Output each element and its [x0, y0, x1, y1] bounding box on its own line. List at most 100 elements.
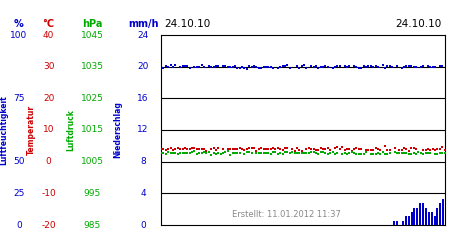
- Point: [355, 152, 362, 156]
- Point: [379, 63, 386, 67]
- Point: [224, 150, 231, 154]
- Point: [310, 146, 317, 150]
- Point: [419, 148, 427, 152]
- Point: [432, 65, 439, 69]
- Point: [403, 64, 410, 68]
- Point: [400, 146, 408, 150]
- Point: [353, 64, 360, 68]
- Point: [322, 151, 329, 155]
- Point: [427, 148, 434, 152]
- Point: [434, 152, 441, 156]
- Point: [320, 66, 327, 70]
- Point: [400, 150, 408, 154]
- Text: 0: 0: [46, 157, 51, 166]
- Point: [274, 66, 281, 70]
- Point: [224, 65, 231, 69]
- Point: [324, 146, 332, 150]
- Point: [227, 147, 234, 151]
- Point: [374, 151, 382, 155]
- Point: [367, 64, 374, 68]
- Text: °C: °C: [43, 19, 54, 29]
- Point: [377, 148, 384, 152]
- Point: [355, 147, 362, 151]
- Point: [253, 151, 260, 155]
- Point: [341, 64, 348, 68]
- Text: 12: 12: [137, 126, 149, 134]
- Point: [196, 148, 203, 152]
- Point: [172, 63, 179, 67]
- Point: [360, 152, 367, 156]
- Point: [419, 64, 427, 68]
- Point: [296, 152, 303, 156]
- Point: [248, 65, 255, 69]
- Bar: [393, 221, 396, 225]
- Bar: [405, 216, 407, 225]
- Point: [412, 152, 419, 156]
- Text: Luftdruck: Luftdruck: [67, 109, 76, 151]
- Point: [436, 151, 443, 155]
- Point: [341, 150, 348, 154]
- Text: 995: 995: [84, 189, 101, 198]
- Point: [422, 151, 429, 155]
- Bar: [414, 208, 415, 225]
- Point: [241, 152, 248, 156]
- Point: [207, 147, 215, 151]
- Point: [327, 148, 334, 152]
- Point: [169, 150, 176, 154]
- Point: [246, 150, 253, 154]
- Point: [238, 64, 246, 68]
- Point: [172, 150, 179, 154]
- Point: [279, 152, 286, 156]
- Text: 1045: 1045: [81, 30, 104, 40]
- Point: [220, 152, 227, 156]
- Text: 75: 75: [13, 94, 25, 103]
- Point: [274, 152, 281, 156]
- Text: 0: 0: [140, 220, 146, 230]
- Point: [212, 64, 220, 68]
- Point: [217, 152, 224, 156]
- Point: [165, 65, 172, 69]
- Point: [191, 149, 198, 153]
- Point: [382, 144, 389, 148]
- Text: 8: 8: [140, 157, 146, 166]
- Point: [200, 150, 207, 154]
- Point: [367, 152, 374, 156]
- Point: [365, 148, 372, 152]
- Point: [329, 150, 336, 154]
- Point: [267, 65, 274, 69]
- Point: [408, 146, 415, 150]
- Point: [441, 151, 448, 155]
- Text: 20: 20: [43, 94, 54, 103]
- Point: [207, 153, 215, 157]
- Point: [274, 146, 281, 150]
- Point: [215, 146, 222, 150]
- Point: [312, 148, 319, 152]
- Point: [176, 147, 184, 151]
- Point: [419, 152, 427, 156]
- Point: [250, 64, 257, 68]
- Point: [255, 66, 262, 70]
- Point: [162, 152, 170, 156]
- Point: [158, 147, 165, 151]
- Text: 24.10.10: 24.10.10: [396, 19, 442, 29]
- Point: [358, 147, 365, 151]
- Point: [320, 150, 327, 154]
- Text: Temperatur: Temperatur: [27, 105, 36, 155]
- Point: [353, 152, 360, 156]
- Point: [212, 148, 220, 152]
- Point: [179, 151, 186, 155]
- Point: [243, 147, 251, 151]
- Bar: [431, 212, 433, 225]
- Point: [224, 147, 231, 151]
- Point: [348, 150, 356, 154]
- Point: [260, 147, 267, 151]
- Point: [241, 66, 248, 70]
- Point: [334, 145, 341, 149]
- Point: [312, 64, 319, 68]
- Point: [181, 64, 189, 68]
- Point: [327, 151, 334, 155]
- Point: [291, 149, 298, 153]
- Point: [358, 66, 365, 70]
- Point: [193, 65, 200, 69]
- Point: [167, 151, 174, 155]
